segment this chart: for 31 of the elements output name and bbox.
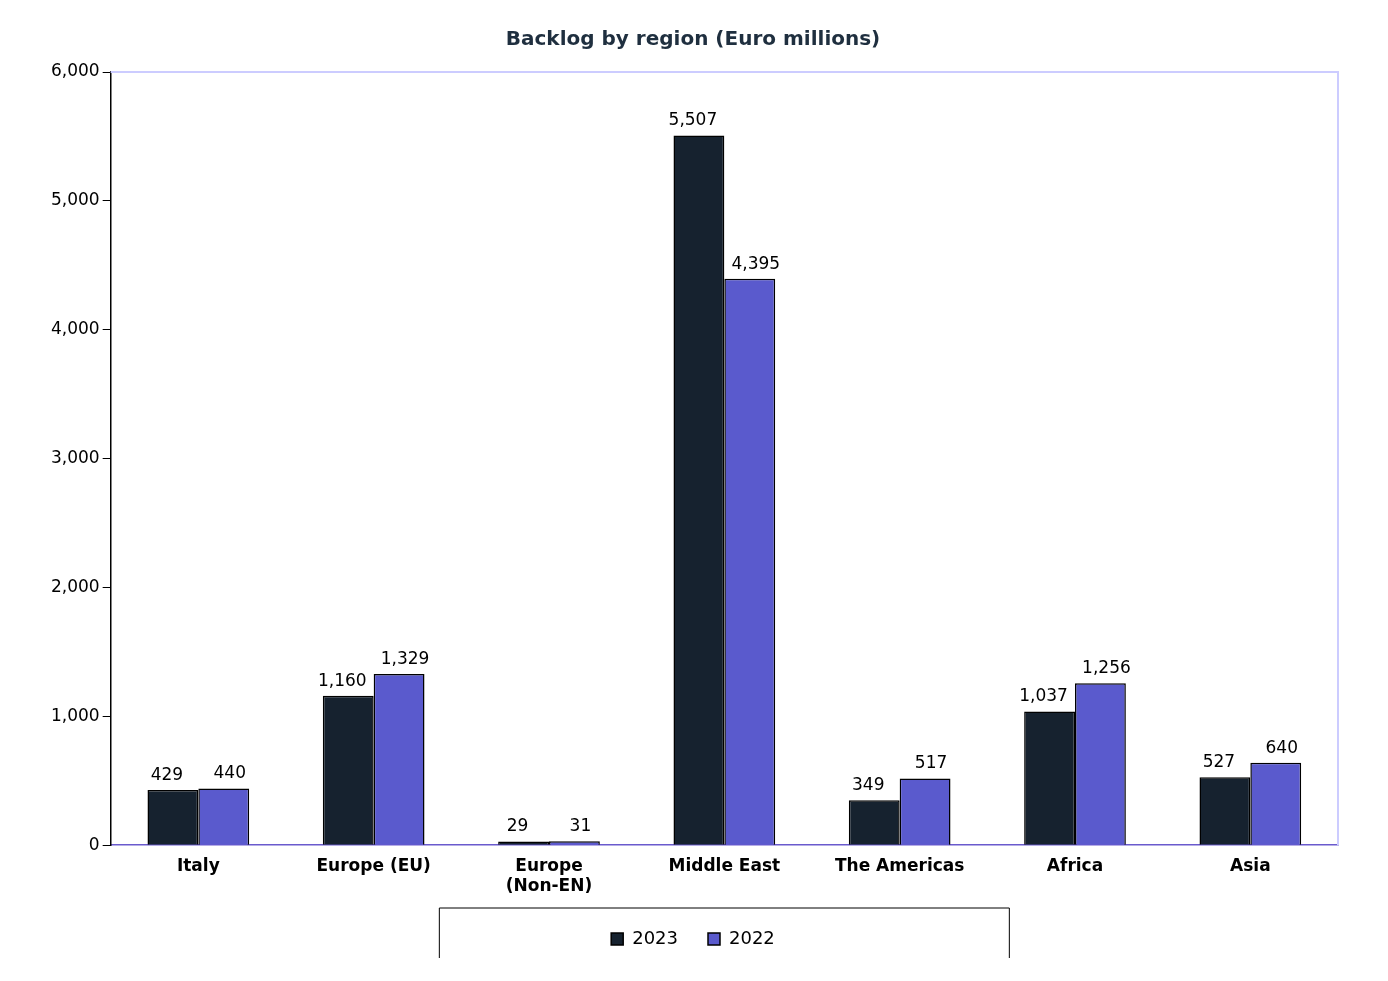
- x-tick-label: Italy: [176, 854, 220, 875]
- data-label: 31: [569, 815, 592, 836]
- legend-label: 2023: [632, 926, 678, 948]
- x-tick-label: The Americas: [834, 854, 965, 875]
- data-label: 527: [1202, 751, 1236, 772]
- chart-title: Backlog by region (Euro millions): [505, 26, 881, 51]
- x-tick-label: Europe (EU): [316, 854, 431, 875]
- data-label: 29: [506, 815, 529, 836]
- y-tick-label: 2,000: [51, 575, 100, 596]
- y-tick-label: 6,000: [51, 60, 100, 81]
- data-label: 440: [213, 762, 246, 783]
- y-tick-label: 5,000: [51, 189, 100, 210]
- data-label: 4,395: [731, 252, 781, 273]
- data-label: 349: [852, 774, 885, 795]
- data-label: 429: [150, 763, 184, 784]
- y-tick-label: 3,000: [51, 447, 100, 468]
- x-tick-label: Europe (Non-EN): [505, 854, 593, 896]
- data-label: 5,507: [668, 109, 718, 130]
- legend-label: 2022: [729, 926, 775, 948]
- x-tick-label: Middle East: [668, 854, 781, 875]
- data-label: 517: [914, 752, 948, 773]
- data-label: 1,160: [317, 669, 367, 690]
- data-label: 640: [1265, 736, 1298, 757]
- x-tick-label: Africa: [1046, 854, 1104, 875]
- data-label: 1,256: [1082, 657, 1131, 678]
- x-tick-label: Asia: [1230, 854, 1271, 875]
- y-tick-label: 4,000: [51, 318, 100, 339]
- y-tick-label: 0: [88, 833, 100, 854]
- y-tick-label: 1,000: [51, 704, 100, 725]
- data-label: 1,037: [1019, 685, 1068, 706]
- data-label: 1,329: [380, 647, 430, 668]
